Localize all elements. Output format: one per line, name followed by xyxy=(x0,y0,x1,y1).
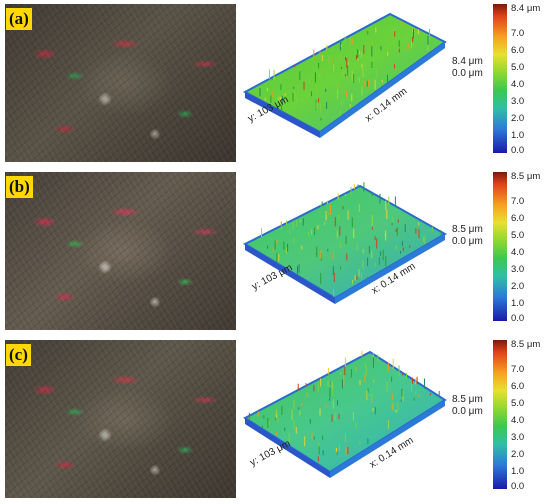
colorbar-tick-c: 4.0 xyxy=(511,415,525,426)
colorbar-tick-b: 0.0 xyxy=(511,313,525,324)
colorbar-b xyxy=(493,172,507,321)
colorbar-tick-a: 5.0 xyxy=(511,62,525,73)
colorbar-tick-a: 6.0 xyxy=(511,45,525,56)
colorbar-top-c: 8.5 μm xyxy=(511,339,541,350)
y-axis-label-b: y: 103 μm xyxy=(250,262,294,292)
colorbar-tick-c: 7.0 xyxy=(511,364,525,375)
colorbar-tick-a: 1.0 xyxy=(511,130,525,141)
colorbar-tick-a: 3.0 xyxy=(511,96,525,107)
micrograph-c xyxy=(5,340,236,498)
panel-a: (a) y: 103 μm x: 0.14 mm 8.4 μm 0.0 μm 8… xyxy=(0,4,550,164)
surface-spikes-c xyxy=(248,350,440,462)
surface-plot-c: y: 103 μm x: 0.14 mm xyxy=(243,350,447,478)
colorbar-tick-c: 0.0 xyxy=(511,481,525,492)
colorbar-tick-a: 7.0 xyxy=(511,28,525,39)
z-min-label-c: 0.0 μm xyxy=(452,406,483,417)
colorbar-tick-b: 4.0 xyxy=(511,247,525,258)
surface-plot-b: y: 103 μm x: 0.14 mm xyxy=(242,182,448,304)
surface-plot-a: y: 103 μm x: 0.14 mm xyxy=(242,12,447,138)
z-max-label-b: 8.5 μm xyxy=(452,224,483,235)
colorbar-tick-c: 6.0 xyxy=(511,381,525,392)
colorbar-tick-b: 5.0 xyxy=(511,230,525,241)
colorbar-tick-c: 5.0 xyxy=(511,398,525,409)
panel-c: (c) y: 103 μm x: 0.14 mm 8.5 μm 0.0 μm 8… xyxy=(0,340,550,500)
colorbar-top-b: 8.5 μm xyxy=(511,171,541,182)
colorbar-tick-c: 2.0 xyxy=(511,449,525,460)
micrograph-b xyxy=(5,172,236,330)
colorbar-top-a: 8.4 μm xyxy=(511,3,541,14)
colorbar-tick-b: 3.0 xyxy=(511,264,525,275)
panel-label-c: (c) xyxy=(6,344,31,366)
colorbar-tick-b: 6.0 xyxy=(511,213,525,224)
panel-label-b: (b) xyxy=(6,176,33,198)
z-min-label-b: 0.0 μm xyxy=(452,236,483,247)
colorbar-tick-a: 2.0 xyxy=(511,113,525,124)
colorbar-a xyxy=(493,4,507,153)
colorbar-tick-c: 1.0 xyxy=(511,466,525,477)
surface-spikes-b xyxy=(261,182,442,297)
colorbar-c xyxy=(493,340,507,489)
colorbar-tick-a: 0.0 xyxy=(511,145,525,156)
surface-spikes-a xyxy=(259,20,430,121)
z-max-label-a: 8.4 μm xyxy=(452,56,483,67)
z-min-label-a: 0.0 μm xyxy=(452,68,483,79)
panel-label-a: (a) xyxy=(6,8,32,30)
micrograph-a xyxy=(5,4,236,162)
colorbar-tick-b: 7.0 xyxy=(511,196,525,207)
colorbar-tick-b: 1.0 xyxy=(511,298,525,309)
z-max-label-c: 8.5 μm xyxy=(452,394,483,405)
colorbar-tick-a: 4.0 xyxy=(511,79,525,90)
colorbar-tick-b: 2.0 xyxy=(511,281,525,292)
y-axis-label-c: y: 103 μm xyxy=(248,438,292,468)
colorbar-tick-c: 3.0 xyxy=(511,432,525,443)
panel-b: (b) y: 103 μm x: 0.14 mm 8.5 μm 0.0 μm 8… xyxy=(0,172,550,332)
